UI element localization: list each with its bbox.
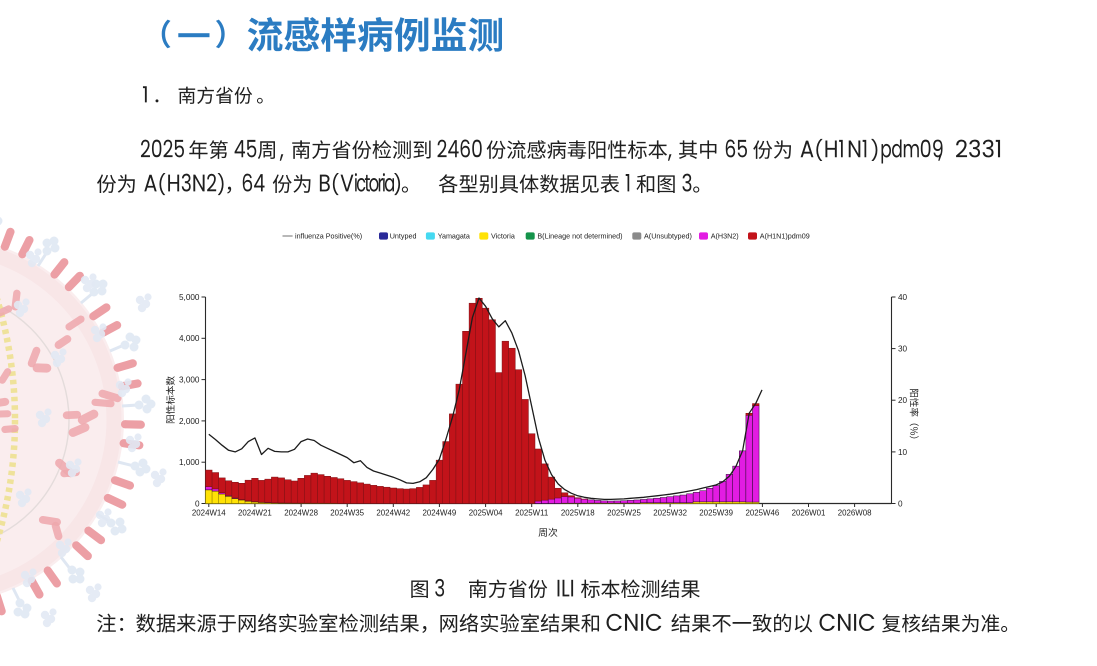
svg-text:10: 10: [898, 448, 908, 457]
svg-text:4,000: 4,000: [179, 334, 200, 343]
svg-text:2024W21: 2024W21: [238, 508, 272, 517]
svg-text:Untyped: Untyped: [390, 232, 417, 241]
svg-text:2025W25: 2025W25: [607, 508, 641, 517]
svg-text:2025W39: 2025W39: [699, 508, 733, 517]
svg-text:0: 0: [195, 499, 200, 508]
svg-text:2025W46: 2025W46: [746, 508, 780, 517]
svg-text:3,000: 3,000: [179, 376, 200, 385]
svg-text:2024W49: 2024W49: [423, 508, 457, 517]
svg-text:Yamagata: Yamagata: [438, 232, 470, 241]
svg-text:2024W35: 2024W35: [330, 508, 364, 517]
svg-text:B(Lineage not determined): B(Lineage not determined): [537, 232, 622, 241]
svg-text:2026W08: 2026W08: [838, 508, 872, 517]
svg-text:30: 30: [898, 345, 908, 354]
svg-text:2026W01: 2026W01: [792, 508, 826, 517]
svg-text:5,000: 5,000: [179, 293, 200, 302]
svg-text:influenza Positive(%): influenza Positive(%): [295, 232, 362, 241]
svg-text:20: 20: [898, 396, 908, 405]
svg-text:40: 40: [898, 293, 908, 302]
svg-text:1,000: 1,000: [179, 458, 200, 467]
svg-text:2024W28: 2024W28: [284, 508, 318, 517]
svg-text:2025W04: 2025W04: [469, 508, 503, 517]
svg-text:Victoria: Victoria: [491, 232, 515, 241]
svg-text:2025W32: 2025W32: [653, 508, 687, 517]
svg-text:A(H3N2): A(H3N2): [711, 232, 739, 241]
svg-text:2,000: 2,000: [179, 417, 200, 426]
svg-text:A(Unsubtyped): A(Unsubtyped): [644, 232, 692, 241]
svg-text:2025W18: 2025W18: [561, 508, 595, 517]
svg-text:0: 0: [898, 499, 903, 508]
svg-text:2024W42: 2024W42: [376, 508, 410, 517]
svg-text:2024W14: 2024W14: [192, 508, 226, 517]
svg-text:A(H1N1)pdm09: A(H1N1)pdm09: [760, 232, 810, 241]
svg-text:2025W11: 2025W11: [515, 508, 548, 517]
